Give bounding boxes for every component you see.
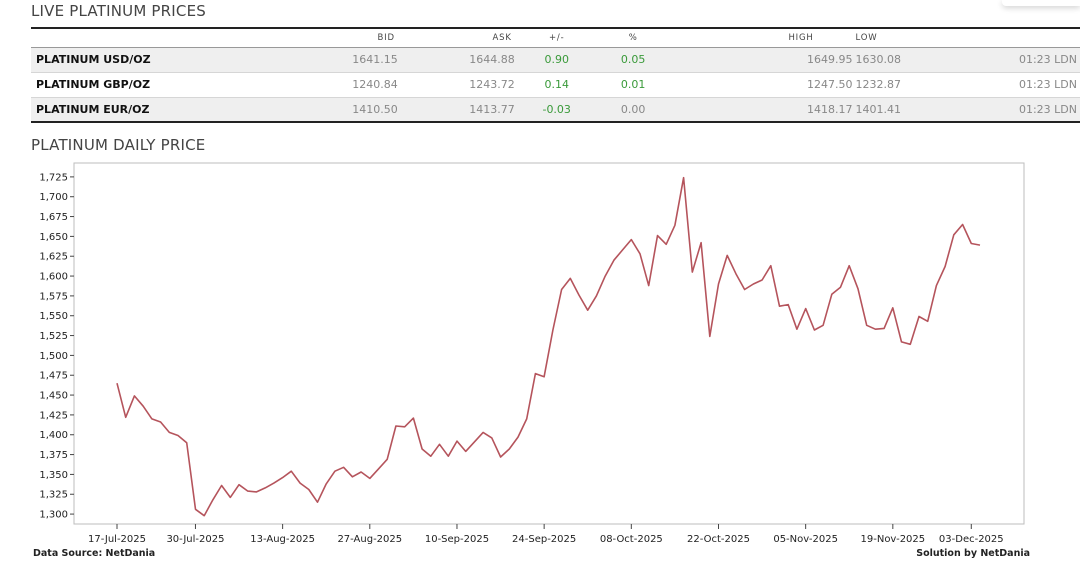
x-tick-label: 08-Oct-2025 bbox=[600, 534, 663, 545]
y-tick-label: 1,375 bbox=[39, 450, 68, 461]
low-value: 1401.41 bbox=[855, 97, 902, 123]
x-tick-label: 13-Aug-2025 bbox=[250, 534, 315, 545]
y-tick-label: 1,450 bbox=[39, 391, 68, 402]
percent-value: 0.00 bbox=[595, 97, 671, 123]
instrument-name[interactable]: PLATINUM GBP/OZ bbox=[31, 72, 191, 98]
y-tick-label: 1,650 bbox=[39, 232, 68, 243]
percent-value: 0.01 bbox=[595, 72, 671, 98]
y-tick-label: 1,475 bbox=[39, 371, 68, 382]
table-row[interactable]: PLATINUM GBP/OZ 1240.84 1243.72 0.14 0.0… bbox=[31, 72, 1080, 98]
high-value: 1247.50 bbox=[670, 72, 856, 98]
header-change: +/- bbox=[517, 27, 596, 48]
x-tick-label: 22-Oct-2025 bbox=[687, 534, 750, 545]
bid-value: 1641.15 bbox=[190, 47, 401, 73]
header-bid: BID bbox=[190, 27, 401, 48]
ask-value: 1243.72 bbox=[400, 72, 518, 98]
y-tick-label: 1,425 bbox=[39, 410, 68, 421]
data-source-label: Data Source: NetDania bbox=[33, 548, 156, 559]
live-prices-title: LIVE PLATINUM PRICES bbox=[31, 2, 206, 20]
low-value: 1232.87 bbox=[855, 72, 902, 98]
header-high: HIGH bbox=[670, 27, 856, 48]
x-tick-label: 05-Nov-2025 bbox=[773, 534, 838, 545]
y-tick-label: 1,325 bbox=[39, 490, 68, 501]
header-name bbox=[31, 27, 191, 48]
x-tick-label: 27-Aug-2025 bbox=[337, 534, 402, 545]
percent-value: 0.05 bbox=[595, 47, 671, 73]
y-tick-label: 1,500 bbox=[39, 351, 68, 362]
change-value: -0.03 bbox=[517, 97, 596, 123]
x-tick-label: 10-Sep-2025 bbox=[425, 534, 489, 545]
change-value: 0.90 bbox=[517, 47, 596, 73]
daily-price-chart: 1,300 1,325 1,350 1,375 1,400 1,425 1,450 1,475… bbox=[0, 158, 1080, 564]
high-value: 1649.95 bbox=[670, 47, 856, 73]
header-low: LOW bbox=[855, 27, 902, 48]
x-tick-label: 17-Jul-2025 bbox=[88, 534, 146, 545]
y-tick-label: 1,400 bbox=[39, 430, 68, 441]
bid-value: 1240.84 bbox=[190, 72, 401, 98]
ask-value: 1644.88 bbox=[400, 47, 518, 73]
instrument-name[interactable]: PLATINUM EUR/OZ bbox=[31, 97, 191, 123]
x-tick-label: 24-Sep-2025 bbox=[512, 534, 576, 545]
header-ask: ASK bbox=[400, 27, 518, 48]
time-value: 01:23 LDN bbox=[901, 47, 1080, 73]
instrument-name[interactable]: PLATINUM USD/OZ bbox=[31, 47, 191, 73]
time-value: 01:23 LDN bbox=[901, 97, 1080, 123]
x-tick-label: 19-Nov-2025 bbox=[861, 534, 926, 545]
x-tick-label: 30-Jul-2025 bbox=[166, 534, 224, 545]
bid-value: 1410.50 bbox=[190, 97, 401, 123]
x-tick-label: 03-Dec-2025 bbox=[939, 534, 1004, 545]
chart-canvas: 1,300 1,325 1,350 1,375 1,400 1,425 1,450 1,475… bbox=[39, 162, 1025, 545]
y-tick-label: 1,625 bbox=[39, 252, 68, 263]
daily-price-title: PLATINUM DAILY PRICE bbox=[31, 136, 206, 154]
table-row[interactable]: PLATINUM USD/OZ 1641.15 1644.88 0.90 0.0… bbox=[31, 47, 1080, 73]
window-corner-shadow bbox=[1002, 0, 1080, 6]
y-tick-label: 1,725 bbox=[39, 172, 68, 183]
y-tick-label: 1,525 bbox=[39, 331, 68, 342]
y-tick-label: 1,350 bbox=[39, 470, 68, 481]
table-row[interactable]: PLATINUM EUR/OZ 1410.50 1413.77 -0.03 0.… bbox=[31, 97, 1080, 123]
change-value: 0.14 bbox=[517, 72, 596, 98]
plot-frame bbox=[73, 162, 1025, 525]
low-value: 1630.08 bbox=[855, 47, 902, 73]
ask-value: 1413.77 bbox=[400, 97, 518, 123]
high-value: 1418.17 bbox=[670, 97, 856, 123]
header-percent: % bbox=[595, 27, 671, 48]
header-time bbox=[901, 27, 1080, 48]
solution-label: Solution by NetDania bbox=[916, 548, 1030, 559]
price-series-line bbox=[116, 176, 981, 517]
y-tick-label: 1,550 bbox=[39, 311, 68, 322]
y-tick-label: 1,300 bbox=[39, 510, 68, 521]
y-tick-label: 1,700 bbox=[39, 192, 68, 203]
y-tick-label: 1,600 bbox=[39, 272, 68, 283]
live-prices-table: BID ASK +/- % HIGH LOW PLATINUM USD/OZ 1… bbox=[31, 27, 1080, 123]
time-value: 01:23 LDN bbox=[901, 72, 1080, 98]
table-header-row: BID ASK +/- % HIGH LOW bbox=[31, 27, 1080, 48]
y-tick-label: 1,675 bbox=[39, 212, 68, 223]
y-tick-label: 1,575 bbox=[39, 291, 68, 302]
